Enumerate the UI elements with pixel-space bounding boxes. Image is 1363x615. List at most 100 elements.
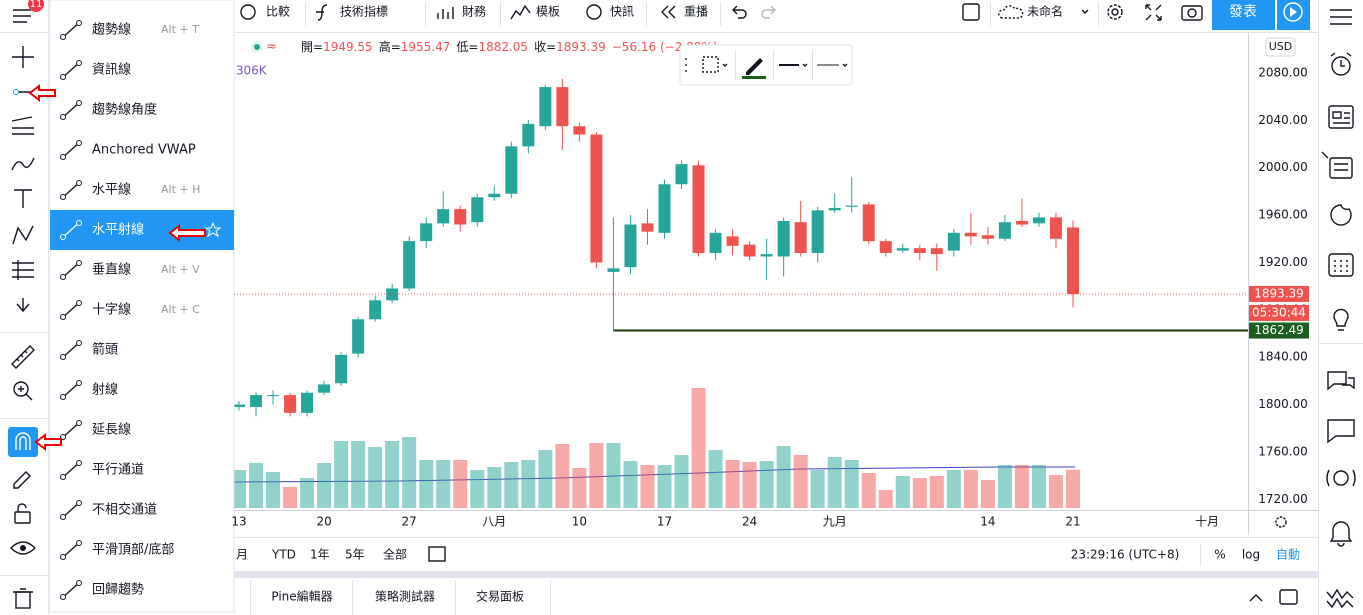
- menu-item[interactable]: 不相交通道: [92, 502, 157, 518]
- panel-tab[interactable]: Pine編輯器: [271, 589, 332, 604]
- magnet-tool[interactable]: [8, 427, 38, 457]
- volume-bar: [776, 446, 791, 508]
- publish-button[interactable]: [1212, 0, 1275, 30]
- hide-tool[interactable]: [10, 541, 36, 555]
- menu-item[interactable]: 趨勢線角度: [92, 102, 157, 118]
- auto-toggle[interactable]: 自動: [1276, 548, 1300, 562]
- collapse-arrow[interactable]: [16, 298, 30, 313]
- settings-icon[interactable]: [1107, 4, 1123, 20]
- panel-tab[interactable]: 策略測試器: [375, 589, 435, 604]
- fullscreen-icon[interactable]: [1145, 4, 1162, 21]
- percent-toggle[interactable]: %: [1214, 548, 1225, 562]
- zoom-tool[interactable]: [13, 381, 29, 397]
- currency-badge[interactable]: [1265, 37, 1296, 57]
- order-panel-icon[interactable]: [1326, 588, 1354, 609]
- volume-bar: [640, 465, 655, 508]
- range-button[interactable]: 5年: [345, 548, 365, 562]
- volume-bar: [895, 476, 910, 508]
- menu-item[interactable]: 資訊線: [92, 62, 131, 78]
- toolbar-item[interactable]: 財務: [462, 4, 486, 19]
- toolbar-item[interactable]: 重播: [684, 5, 708, 19]
- toolbar-item[interactable]: 技術指標: [340, 4, 388, 19]
- range-button[interactable]: YTD: [271, 548, 296, 562]
- panel-tab[interactable]: 交易面板: [476, 589, 524, 604]
- fib-tool[interactable]: [11, 116, 34, 135]
- alarm-icon[interactable]: [1331, 56, 1351, 76]
- menu-item[interactable]: 十字線: [92, 302, 131, 318]
- range-button[interactable]: 1年: [310, 548, 330, 562]
- chats-icon[interactable]: [1327, 371, 1355, 391]
- menu-item[interactable]: Anchored VWAP: [92, 143, 196, 158]
- volume-bar: [1065, 469, 1080, 508]
- volume-bar: [691, 388, 706, 508]
- menu-item[interactable]: 水平線: [92, 182, 131, 198]
- candle-body: [1066, 227, 1079, 294]
- menu-item[interactable]: 箭頭: [92, 342, 118, 358]
- notifications-icon[interactable]: [1329, 521, 1353, 547]
- crosshair-tool[interactable]: [12, 46, 34, 68]
- lock-tool[interactable]: [14, 511, 31, 524]
- template-btn[interactable]: [702, 56, 719, 73]
- streams-icon[interactable]: [1327, 419, 1355, 444]
- hotlist-icon[interactable]: [1330, 204, 1352, 226]
- menu-item[interactable]: 射線: [92, 382, 118, 398]
- x-tick-label: 九月: [823, 515, 847, 529]
- menu-item[interactable]: 趨勢線: [92, 22, 131, 38]
- news-icon[interactable]: [1328, 105, 1354, 129]
- maximize-panel[interactable]: [1279, 589, 1298, 605]
- candle-body: [505, 146, 518, 194]
- toolbar-item[interactable]: 快訊: [610, 4, 634, 19]
- layout-name[interactable]: 未命名: [1027, 4, 1063, 19]
- menu-item[interactable]: 平行通道: [92, 463, 144, 478]
- redo-icon[interactable]: [761, 5, 776, 19]
- volume-bar: [249, 463, 264, 508]
- menu-icon[interactable]: [13, 9, 31, 23]
- camera-lens: [1187, 8, 1197, 18]
- ohlc-label: 低=: [456, 40, 478, 54]
- volume-bar: [453, 460, 468, 508]
- toolbar-item[interactable]: 模板: [536, 5, 560, 19]
- color-btn[interactable]: [746, 58, 763, 75]
- volume-bar: [946, 470, 961, 508]
- menu-icon-point: [60, 154, 66, 160]
- watchlist-icon[interactable]: [1330, 9, 1352, 25]
- stay-drawing-tool[interactable]: [13, 471, 31, 489]
- template-icon: [510, 4, 531, 20]
- range-button[interactable]: 全部: [383, 547, 407, 562]
- ohlc-label: 高=: [379, 39, 401, 54]
- candle-body: [624, 224, 637, 268]
- menu-item[interactable]: 回歸趨勢: [92, 583, 144, 598]
- range-button[interactable]: 月: [236, 548, 248, 562]
- camera-icon[interactable]: [1181, 5, 1203, 21]
- axis-settings[interactable]: [1275, 516, 1287, 528]
- log-toggle[interactable]: log: [1242, 548, 1260, 562]
- clock: 23:29:16 (UTC+8): [1071, 548, 1180, 562]
- calendar-icon[interactable]: [1328, 253, 1354, 277]
- candle-body: [930, 248, 943, 255]
- prediction-tool[interactable]: [12, 260, 34, 280]
- play-button[interactable]: [1277, 0, 1310, 30]
- menu-item[interactable]: 延長線: [92, 422, 131, 438]
- toolbar-item[interactable]: 比較: [266, 4, 290, 19]
- signals-icon[interactable]: [1333, 470, 1349, 486]
- text-tool[interactable]: [14, 189, 32, 208]
- volume-bar: [827, 457, 842, 508]
- undo-icon[interactable]: [732, 5, 747, 19]
- data-window-icon[interactable]: [1329, 157, 1353, 179]
- ideas-icon[interactable]: [1333, 308, 1349, 331]
- currency: USD: [1269, 40, 1293, 53]
- expand-panel[interactable]: [1249, 594, 1263, 602]
- menu-item[interactable]: 水平射線: [92, 222, 144, 238]
- layout-icon[interactable]: [962, 3, 980, 21]
- menu-item[interactable]: 垂直線: [92, 262, 131, 278]
- ruler-tool[interactable]: [11, 345, 35, 369]
- candle-body: [250, 395, 263, 407]
- menu-item[interactable]: 平滑頂部/底部: [92, 542, 174, 558]
- menu-shortcut: Alt + H: [161, 183, 200, 196]
- pattern-tool[interactable]: [12, 225, 34, 245]
- goto-date-icon[interactable]: [428, 546, 446, 562]
- brush-tool[interactable]: [11, 157, 35, 171]
- x-tick-label: 27: [402, 515, 417, 529]
- publish-label: 發表: [1229, 4, 1257, 20]
- favorite-star[interactable]: [204, 221, 222, 238]
